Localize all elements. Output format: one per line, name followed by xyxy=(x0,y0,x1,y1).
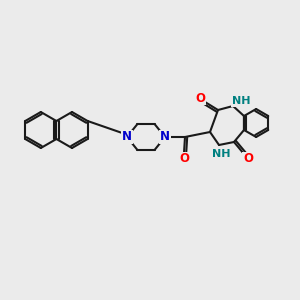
Text: N: N xyxy=(122,130,132,143)
Text: NH: NH xyxy=(232,96,250,106)
Text: NH: NH xyxy=(212,149,230,159)
Text: O: O xyxy=(195,92,205,104)
Text: O: O xyxy=(243,152,253,166)
Text: N: N xyxy=(160,130,170,143)
Text: O: O xyxy=(179,152,189,166)
